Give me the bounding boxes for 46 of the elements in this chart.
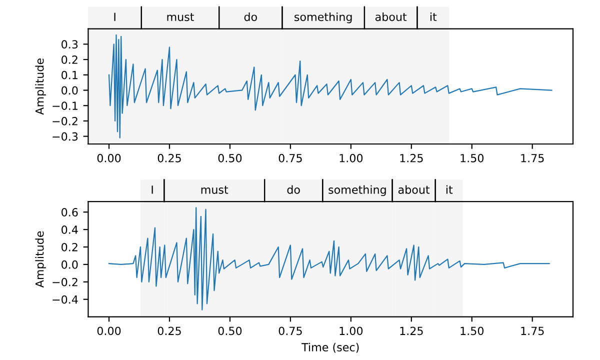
band-label: must — [201, 186, 228, 194]
band-label: something — [328, 185, 386, 196]
x-tick-label: 1.75 — [521, 326, 544, 336]
line-series — [108, 207, 550, 310]
y-tick-label: 0.6 — [62, 208, 78, 216]
y-tick-label: −0.2 — [52, 278, 78, 286]
band-label: something — [294, 12, 352, 24]
y-tick-label: 0.4 — [62, 226, 78, 234]
y-axis-title: Amplitude — [35, 58, 46, 115]
x-tick-label: 0.50 — [218, 326, 242, 336]
x-tick-label: 0.50 — [218, 154, 242, 162]
y-tick-label: 0.0 — [62, 86, 78, 95]
band-label: I — [114, 12, 116, 21]
band-label: it — [446, 185, 453, 194]
y-axis-title: Amplitude — [35, 231, 46, 288]
x-tick-label: 0.00 — [97, 154, 121, 162]
x-tick-label: 1.00 — [340, 154, 363, 162]
y-tick-label: −0.1 — [52, 102, 78, 110]
y-tick-label: 0.2 — [62, 242, 78, 252]
band-label: it — [430, 12, 437, 21]
x-tick-label: 1.25 — [400, 326, 423, 336]
x-tick-label: 1.50 — [460, 326, 484, 336]
x-tick-label: 1.25 — [400, 154, 423, 162]
x-tick-label: 0.75 — [278, 154, 302, 162]
band-label: must — [167, 13, 194, 22]
band-label: do — [244, 12, 257, 22]
band-label: about — [398, 185, 430, 194]
x-tick-label: 0.25 — [158, 326, 181, 336]
y-tick-label: 0.1 — [62, 70, 78, 80]
y-tick-label: −0.3 — [52, 132, 78, 141]
band-label: I — [152, 186, 153, 194]
y-tick-label: 0.3 — [62, 40, 78, 49]
y-tick-label: 0.0 — [62, 260, 78, 269]
x-axis-title: Time (sec) — [302, 342, 359, 353]
band-label: do — [287, 185, 300, 194]
y-tick-label: 0.2 — [62, 55, 78, 64]
x-tick-label: 1.50 — [460, 154, 484, 162]
x-tick-label: 0.25 — [158, 154, 181, 162]
x-tick-label: 0.00 — [97, 326, 121, 336]
x-tick-label: 0.75 — [278, 326, 302, 336]
line-series — [108, 34, 552, 138]
y-tick-label: −0.2 — [52, 116, 78, 126]
x-tick-label: 1.00 — [340, 326, 363, 336]
y-tick-label: −0.4 — [52, 295, 78, 304]
band-label: about — [375, 12, 407, 22]
x-tick-label: 1.75 — [521, 154, 544, 162]
